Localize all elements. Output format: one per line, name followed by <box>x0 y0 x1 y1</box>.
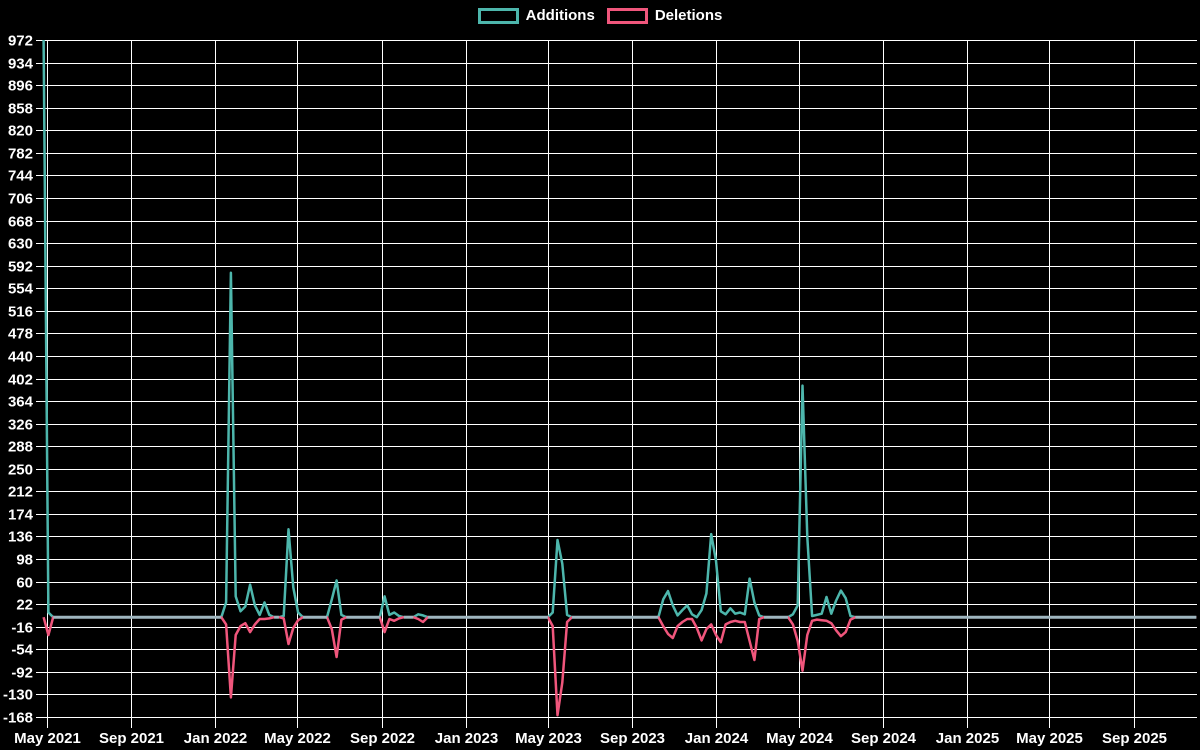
y-axis-label: 972 <box>8 33 33 50</box>
deletions-line <box>42 615 1197 717</box>
y-axis-label: 174 <box>8 507 34 524</box>
y-axis-label: -16 <box>11 620 33 637</box>
y-axis-label: 288 <box>8 439 33 456</box>
x-axis-label: Sep 2023 <box>600 730 665 747</box>
y-axis-label: 212 <box>8 484 33 501</box>
deletions-label: Deletions <box>654 7 723 24</box>
y-axis-label: 706 <box>8 191 33 208</box>
legend-item-additions[interactable]: Additions <box>477 7 595 24</box>
x-axis-label: Sep 2022 <box>350 730 415 747</box>
y-axis-label: 782 <box>8 146 33 163</box>
y-axis-label: 364 <box>8 394 34 411</box>
y-axis-label: 22 <box>16 597 33 614</box>
x-axis-label: Sep 2021 <box>99 730 164 747</box>
y-axis-label: -92 <box>11 665 33 682</box>
y-axis-label: -130 <box>3 687 33 704</box>
y-axis-label: 744 <box>8 168 34 185</box>
y-axis-label: 516 <box>8 304 33 321</box>
y-axis-label: 554 <box>8 281 34 298</box>
y-axis-label: -54 <box>11 642 33 659</box>
y-axis-label: 896 <box>8 78 33 95</box>
y-axis-label: 668 <box>8 214 33 231</box>
y-axis-label: 136 <box>8 529 33 546</box>
x-axis-label: May 2024 <box>766 730 833 747</box>
x-axis-label: May 2025 <box>1016 730 1083 747</box>
legend-item-deletions[interactable]: Deletions <box>606 7 723 24</box>
y-axis-label: 60 <box>16 575 33 592</box>
y-axis-label: 478 <box>8 326 33 343</box>
y-axis-label: 630 <box>8 236 33 253</box>
x-axis-label: May 2022 <box>264 730 331 747</box>
additions-label: Additions <box>525 7 595 24</box>
x-axis-label: May 2023 <box>515 730 582 747</box>
y-axis-label: 934 <box>8 56 34 73</box>
x-axis-label: Jan 2022 <box>184 730 247 747</box>
deletions-swatch-icon <box>606 7 648 24</box>
y-axis-label: 250 <box>8 462 33 479</box>
y-axis-label: 402 <box>8 372 33 389</box>
additions-swatch-icon <box>477 7 519 24</box>
y-axis-label: 440 <box>8 349 33 366</box>
x-axis-label: Sep 2025 <box>1102 730 1167 747</box>
y-axis-label: 592 <box>8 259 33 276</box>
x-axis-label: May 2021 <box>14 730 81 747</box>
y-axis-label: 820 <box>8 123 33 140</box>
x-axis-label: Jan 2025 <box>936 730 999 747</box>
chart-legend: Additions Deletions <box>0 7 1200 24</box>
x-axis-label: Sep 2024 <box>851 730 917 747</box>
y-axis-label: 858 <box>8 101 33 118</box>
y-axis-label: 98 <box>16 552 33 569</box>
x-axis-label: Jan 2023 <box>435 730 498 747</box>
additions-line <box>42 39 1197 619</box>
x-axis-label: Jan 2024 <box>685 730 749 747</box>
y-axis-label: -168 <box>3 710 33 727</box>
y-axis-label: 326 <box>8 417 33 434</box>
